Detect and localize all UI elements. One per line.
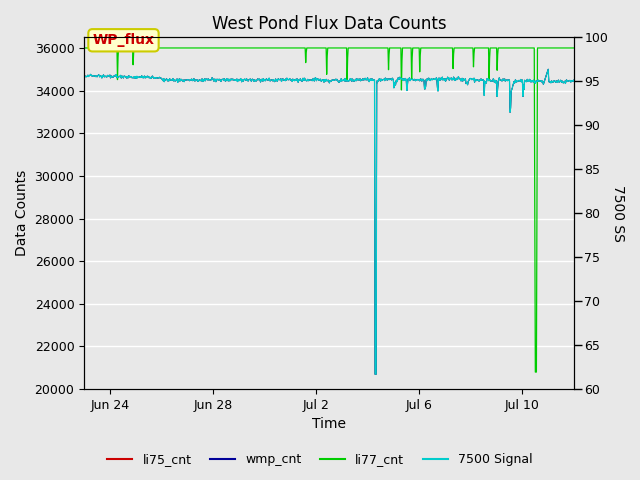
Title: West Pond Flux Data Counts: West Pond Flux Data Counts: [212, 15, 447, 33]
Text: WP_flux: WP_flux: [93, 33, 154, 47]
Y-axis label: 7500 SS: 7500 SS: [611, 185, 625, 241]
Legend: li75_cnt, wmp_cnt, li77_cnt, 7500 Signal: li75_cnt, wmp_cnt, li77_cnt, 7500 Signal: [102, 448, 538, 471]
Y-axis label: Data Counts: Data Counts: [15, 170, 29, 256]
X-axis label: Time: Time: [312, 418, 346, 432]
